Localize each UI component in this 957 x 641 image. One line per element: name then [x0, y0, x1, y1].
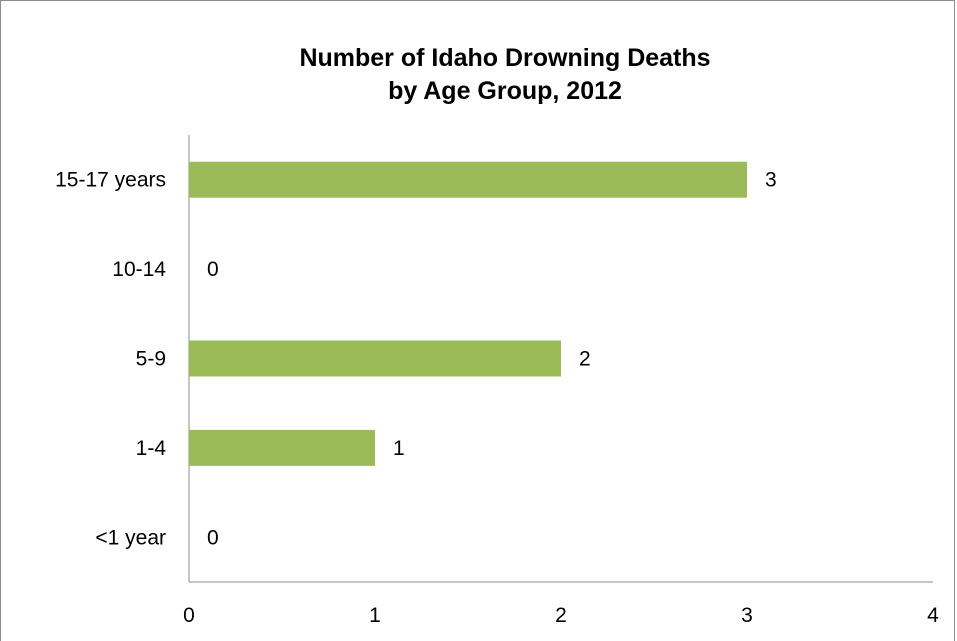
- x-tick-label-0: 0: [183, 604, 195, 627]
- x-tick-label-2: 2: [555, 604, 567, 627]
- bar-3: [189, 429, 375, 466]
- data-label-2: 2: [579, 348, 591, 371]
- x-tick-label-4: 4: [927, 604, 939, 627]
- data-label-3: 1: [393, 437, 405, 460]
- y-tick-label-4: <1 year: [95, 526, 166, 549]
- y-tick-label-0: 15-17 years: [55, 169, 166, 192]
- x-tick-label-1: 1: [369, 604, 381, 627]
- x-tick-label-3: 3: [741, 604, 753, 627]
- chart-title-line-2: by Age Group, 2012: [388, 77, 622, 105]
- y-tick-label-2: 5-9: [136, 348, 166, 371]
- bar-2: [189, 340, 561, 377]
- y-tick-label-3: 1-4: [136, 437, 167, 460]
- bar-0: [189, 161, 747, 198]
- y-tick-label-1: 10-14: [112, 258, 166, 281]
- data-label-4: 0: [207, 526, 219, 549]
- data-label-0: 3: [765, 169, 777, 192]
- chart-title-line-1: Number of Idaho Drowning Deaths: [299, 44, 711, 72]
- data-label-1: 0: [207, 258, 219, 281]
